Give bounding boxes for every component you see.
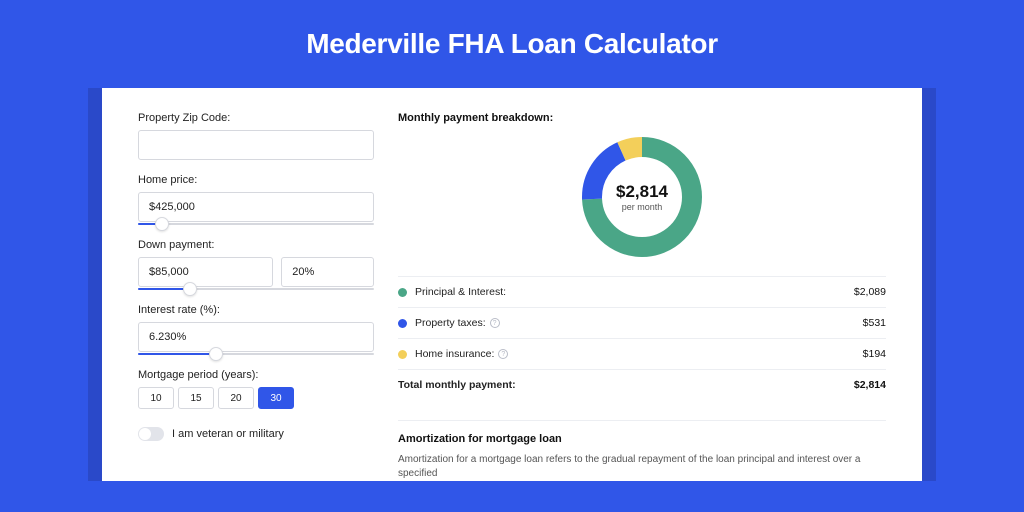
- form-column: Property Zip Code: Home price: Down paym…: [138, 112, 374, 481]
- down-payment-amount-input[interactable]: [138, 257, 273, 287]
- legend-dot: [398, 319, 407, 328]
- breakdown-column: Monthly payment breakdown: $2,814 per mo…: [398, 112, 886, 481]
- field-down-payment: Down payment:: [138, 239, 374, 290]
- toggle-knob: [139, 428, 151, 440]
- legend-row: Principal & Interest: $2,089: [398, 276, 886, 307]
- legend-label: Home insurance:: [415, 348, 494, 360]
- down-payment-percent-input[interactable]: [281, 257, 374, 287]
- breakdown-heading: Monthly payment breakdown:: [398, 112, 886, 124]
- down-payment-slider[interactable]: [138, 288, 374, 290]
- field-home-price: Home price:: [138, 174, 374, 225]
- info-icon[interactable]: ?: [498, 349, 508, 359]
- info-icon[interactable]: ?: [490, 318, 500, 328]
- shadow-band: Property Zip Code: Home price: Down paym…: [88, 88, 936, 481]
- legend-value: $2,089: [854, 286, 886, 298]
- total-value: $2,814: [854, 379, 886, 391]
- donut-center: $2,814 per month: [581, 136, 703, 258]
- slider-knob[interactable]: [183, 282, 197, 296]
- zip-label: Property Zip Code:: [138, 112, 374, 124]
- amortization-body: Amortization for a mortgage loan refers …: [398, 453, 886, 481]
- slider-knob[interactable]: [209, 347, 223, 361]
- legend-label: Property taxes:: [415, 317, 486, 329]
- legend-dot: [398, 350, 407, 359]
- total-row: Total monthly payment: $2,814: [398, 369, 886, 400]
- amortization-heading: Amortization for mortgage loan: [398, 433, 886, 445]
- page-title: Mederville FHA Loan Calculator: [88, 28, 936, 60]
- veteran-label: I am veteran or military: [172, 428, 284, 440]
- donut-chart: $2,814 per month: [398, 130, 886, 276]
- legend-row: Home insurance:? $194: [398, 338, 886, 369]
- veteran-toggle[interactable]: [138, 427, 164, 441]
- donut-sub: per month: [622, 202, 663, 212]
- legend-dot: [398, 288, 407, 297]
- veteran-toggle-row: I am veteran or military: [138, 427, 374, 441]
- period-tab-15[interactable]: 15: [178, 387, 214, 409]
- legend-value: $531: [863, 317, 886, 329]
- slider-knob[interactable]: [155, 217, 169, 231]
- donut-amount: $2,814: [616, 182, 668, 202]
- interest-rate-input[interactable]: [138, 322, 374, 352]
- home-price-input[interactable]: [138, 192, 374, 222]
- mortgage-period-label: Mortgage period (years):: [138, 369, 374, 381]
- calculator-card: Property Zip Code: Home price: Down paym…: [102, 88, 922, 481]
- down-payment-label: Down payment:: [138, 239, 374, 251]
- field-zip: Property Zip Code:: [138, 112, 374, 160]
- interest-rate-label: Interest rate (%):: [138, 304, 374, 316]
- field-interest-rate: Interest rate (%):: [138, 304, 374, 355]
- amortization-section: Amortization for mortgage loan Amortizat…: [398, 420, 886, 481]
- zip-input[interactable]: [138, 130, 374, 160]
- period-tab-30[interactable]: 30: [258, 387, 294, 409]
- total-label: Total monthly payment:: [398, 379, 516, 391]
- home-price-label: Home price:: [138, 174, 374, 186]
- interest-rate-slider[interactable]: [138, 353, 374, 355]
- home-price-slider[interactable]: [138, 223, 374, 225]
- legend-label: Principal & Interest:: [415, 286, 506, 298]
- period-tabs: 10152030: [138, 387, 374, 409]
- period-tab-20[interactable]: 20: [218, 387, 254, 409]
- field-mortgage-period: Mortgage period (years): 10152030: [138, 369, 374, 409]
- period-tab-10[interactable]: 10: [138, 387, 174, 409]
- legend-row: Property taxes:? $531: [398, 307, 886, 338]
- legend-value: $194: [863, 348, 886, 360]
- legend: Principal & Interest: $2,089 Property taxe…: [398, 276, 886, 369]
